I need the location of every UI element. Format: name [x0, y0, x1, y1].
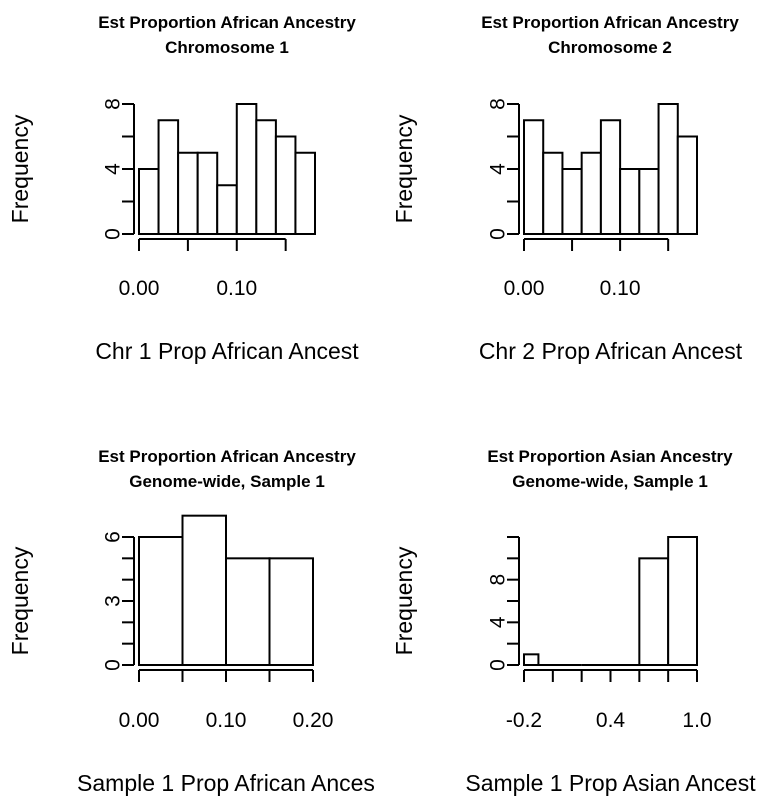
histogram-bar	[216, 184, 238, 235]
chart-title: Est Proportion African Ancestry	[481, 13, 739, 32]
y-tick-label: 4	[486, 163, 509, 175]
histogram-bar	[599, 119, 622, 235]
y-tick-label: 4	[101, 163, 124, 175]
x-axis-title: Chr 1 Prop African Ancest	[95, 338, 359, 364]
y-tick-label: 8	[486, 574, 509, 586]
x-tick-label: 0.10	[600, 277, 641, 300]
y-tick-label: 4	[486, 616, 509, 628]
x-tick-label: 0.00	[119, 709, 160, 732]
histogram-bar	[523, 653, 540, 666]
y-axis-title: Frequency	[7, 546, 33, 655]
histogram-bar	[235, 103, 258, 235]
chart-panel-3: Est Proportion African Ancestry Genome-wi…	[7, 447, 375, 796]
x-tick-label: -0.2	[506, 709, 542, 732]
histogram-bar	[138, 168, 160, 235]
x-tick-label: 0.00	[119, 277, 160, 300]
chart-panel-1: Est Proportion African Ancestry Chromosom…	[7, 13, 359, 364]
x-axis-title: Sample 1 Prop Asian Ancest	[465, 770, 756, 796]
histogram-bar	[181, 514, 227, 667]
y-axis-title: Frequency	[7, 114, 33, 223]
chart-title: Chromosome 2	[548, 38, 672, 57]
x-axis-title: Sample 1 Prop African Ances	[77, 770, 375, 796]
chart-panel-2: Est Proportion African Ancestry Chromosom…	[391, 13, 743, 364]
histogram-bar	[657, 103, 679, 235]
y-tick-label: 8	[486, 98, 509, 110]
y-tick-label: 3	[101, 595, 124, 607]
histogram-bar	[638, 557, 670, 666]
histogram-bar	[268, 557, 314, 666]
x-tick-label: 0.10	[216, 277, 257, 300]
y-tick-label: 0	[101, 228, 124, 240]
chart-title: Est Proportion Asian Ancestry	[487, 447, 733, 466]
histogram-bar	[638, 168, 660, 235]
histogram-bar	[294, 151, 317, 235]
x-tick-label: 0.4	[596, 709, 626, 732]
histogram-bar	[157, 119, 180, 235]
y-tick-label: 0	[486, 228, 509, 240]
chart-title: Est Proportion African Ancestry	[98, 447, 356, 466]
chart-panel-4: Est Proportion Asian Ancestry Genome-wide…	[391, 447, 756, 796]
y-tick-label: 0	[101, 659, 124, 671]
histogram-bar	[177, 151, 199, 235]
histogram-bar	[138, 536, 184, 666]
histogram-bar	[255, 119, 277, 235]
histogram-bar	[542, 151, 564, 235]
y-tick-label: 6	[101, 531, 124, 543]
chart-title: Est Proportion African Ancestry	[98, 13, 356, 32]
y-tick-label: 0	[486, 659, 509, 671]
x-tick-label: 0.00	[504, 277, 545, 300]
histogram-bar	[523, 119, 545, 235]
y-tick-label: 8	[101, 98, 124, 110]
x-tick-label: 0.20	[293, 709, 334, 732]
x-tick-label: 1.0	[682, 709, 711, 732]
histogram-bar	[196, 151, 219, 235]
chart-title: Chromosome 1	[165, 38, 289, 57]
histogram-bar	[225, 557, 271, 666]
chart-title: Genome-wide, Sample 1	[512, 472, 708, 491]
histogram-bar	[667, 536, 699, 666]
x-tick-label: 0.10	[206, 709, 247, 732]
chart-title: Genome-wide, Sample 1	[129, 472, 325, 491]
histogram-bar	[274, 135, 297, 235]
y-axis-title: Frequency	[391, 546, 417, 655]
histogram-bar	[580, 151, 602, 235]
x-axis-title: Chr 2 Prop African Ancest	[479, 338, 743, 364]
histogram-bar	[561, 168, 583, 235]
histogram-bar	[676, 135, 698, 235]
histogram-bar	[619, 168, 641, 235]
y-axis-title: Frequency	[391, 114, 417, 223]
